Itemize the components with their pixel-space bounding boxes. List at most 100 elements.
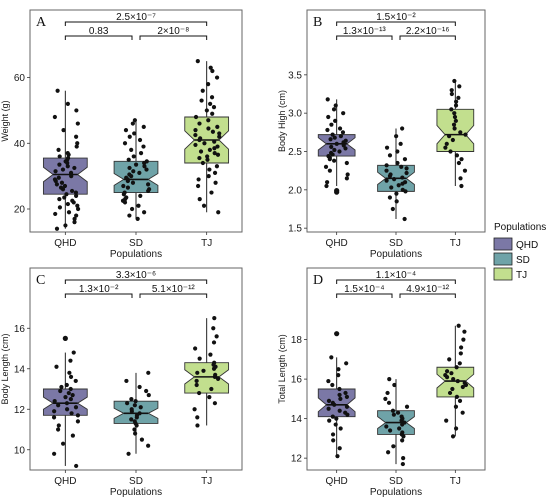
panel-a-letter: A	[36, 15, 47, 30]
panel-b-p-value-label: 1.5×10⁻²	[376, 12, 416, 23]
panel-d-data-point	[461, 337, 466, 342]
panel-b-data-point	[448, 149, 453, 154]
panel-d-data-point	[447, 357, 452, 362]
panel-a-data-point	[202, 141, 207, 146]
panel-c-xtick-label-qhd: QHD	[54, 476, 76, 487]
legend-swatch-sd	[493, 252, 513, 266]
panel-c-data-point	[54, 364, 59, 369]
panel-b-data-point	[404, 170, 409, 176]
panel-b-data-point	[404, 166, 409, 171]
panel-c-significance-0: 3.3×10⁻⁶	[64, 270, 208, 284]
panel-a-data-point	[212, 151, 217, 156]
panel-d-data-point	[330, 400, 335, 405]
panel-b-data-point	[344, 160, 349, 166]
panel-a-data-point	[57, 197, 62, 202]
panel-d-data-point	[460, 410, 465, 415]
panel-d-letter: D	[313, 273, 323, 288]
panel-c-data-point	[64, 401, 70, 406]
panel-a-data-point	[73, 190, 79, 195]
panel-a-data-point	[209, 95, 215, 100]
panel-d-data-point	[329, 355, 334, 360]
panel-a-data-point	[215, 124, 220, 129]
panel-b-data-point	[452, 111, 457, 116]
panel-d-data-point	[337, 408, 342, 413]
panel-b-data-point	[345, 172, 350, 177]
panel-d-significance-0: 1.1×10⁻⁴	[336, 270, 456, 284]
panel-a-box-sd	[113, 118, 159, 221]
panel-c-data-point	[75, 419, 81, 424]
panel-b-data-point	[338, 134, 344, 139]
panel-c-data-point	[201, 368, 206, 373]
panel-a-data-point	[121, 183, 126, 189]
panel-b-box-sd	[377, 126, 415, 222]
panel-c-data-point	[74, 463, 79, 469]
panel-a-data-point	[55, 88, 60, 93]
panel-d-box-body	[436, 366, 475, 398]
panel-b-data-point	[330, 132, 335, 137]
panel-b-p-value-label: 2.2×10⁻¹⁶	[406, 26, 450, 37]
panel-d-data-point	[343, 390, 348, 396]
panel-d-data-point	[454, 394, 460, 399]
panel-a-data-point	[212, 139, 217, 144]
panel-d-data-point	[451, 377, 456, 382]
panel-d-ytick-label: 16	[291, 375, 303, 386]
panel-b-ytick-label: 2.5	[288, 147, 302, 158]
panel-a-data-point	[213, 180, 218, 185]
panel-a-data-point	[144, 159, 149, 164]
panel-b-data-point	[341, 143, 346, 148]
panel-c-data-point	[193, 346, 198, 351]
panel-a-p-value-label: 2.5×10⁻⁷	[116, 12, 156, 23]
panel-d-data-point	[386, 400, 392, 405]
panel-d-data-point	[462, 329, 467, 334]
panel-b-data-point	[325, 97, 330, 102]
panel-a-data-point	[207, 147, 212, 152]
panel-a-data-point	[197, 155, 202, 161]
panel-d-data-point	[391, 444, 396, 449]
panel-b-data-point	[446, 134, 452, 139]
panel-c-box-body	[113, 400, 159, 424]
panel-c-p-value-label: 1.3×10⁻²	[79, 284, 119, 295]
panel-b-data-point	[326, 154, 331, 159]
panel-a-data-point	[196, 177, 201, 182]
panel-a-data-point	[53, 169, 58, 174]
panel-c-data-point	[133, 431, 138, 436]
panel-c-y-axis-label: Body Length (cm)	[0, 333, 10, 404]
panel-b-xtick-label-tj: TJ	[450, 238, 461, 249]
panel-b-data-point	[451, 122, 457, 127]
panel-c-x-axis-label: Populations	[110, 487, 162, 498]
panel-d-data-point	[443, 373, 448, 378]
panel-c-data-point	[146, 392, 151, 398]
panel-c-data-point	[64, 382, 69, 388]
panel-b-data-point	[332, 147, 337, 153]
panel-a-data-point	[193, 142, 198, 148]
panel-a-data-point	[206, 126, 211, 131]
panel-c-data-point	[212, 316, 217, 321]
panel-d-data-point	[326, 398, 332, 403]
panel-c-data-point	[69, 411, 74, 416]
panel-a-data-point	[124, 175, 129, 180]
panel-c-p-value-label: 3.3×10⁻⁶	[116, 270, 156, 281]
panel-a-ytick-label: 60	[14, 73, 26, 84]
panel-b-data-point	[400, 187, 405, 192]
panel-b-data-point	[324, 183, 329, 189]
panel-a-data-point	[135, 216, 140, 221]
panel-b-data-point	[341, 111, 346, 116]
panel-a-data-point	[65, 164, 70, 169]
panel-a-data-point	[61, 128, 66, 133]
panel-a-data-point	[53, 211, 58, 217]
panel-d-x-axis-label: Populations	[370, 487, 422, 498]
panel-c-ytick-label: 12	[14, 405, 26, 416]
legend-label-sd: SD	[516, 255, 530, 266]
panel-d-chart: D 12 14 16 18 Total Length (cm) QHD SD TJ Populat…	[277, 267, 486, 498]
panel-b-data-point	[388, 172, 393, 177]
panel-c-data-point	[56, 403, 61, 408]
panel-c-data-point	[139, 437, 145, 442]
panel-c-ytick-label: 10	[14, 445, 26, 456]
panel-a-data-point	[137, 137, 143, 143]
panel-b-data-point	[457, 84, 462, 89]
panel-a-data-point	[193, 114, 199, 120]
panel-a-significance-2: 2×10⁻⁸	[139, 26, 208, 40]
panel-a-data-point	[141, 124, 146, 129]
panel-b-significance-bracket	[336, 35, 393, 40]
